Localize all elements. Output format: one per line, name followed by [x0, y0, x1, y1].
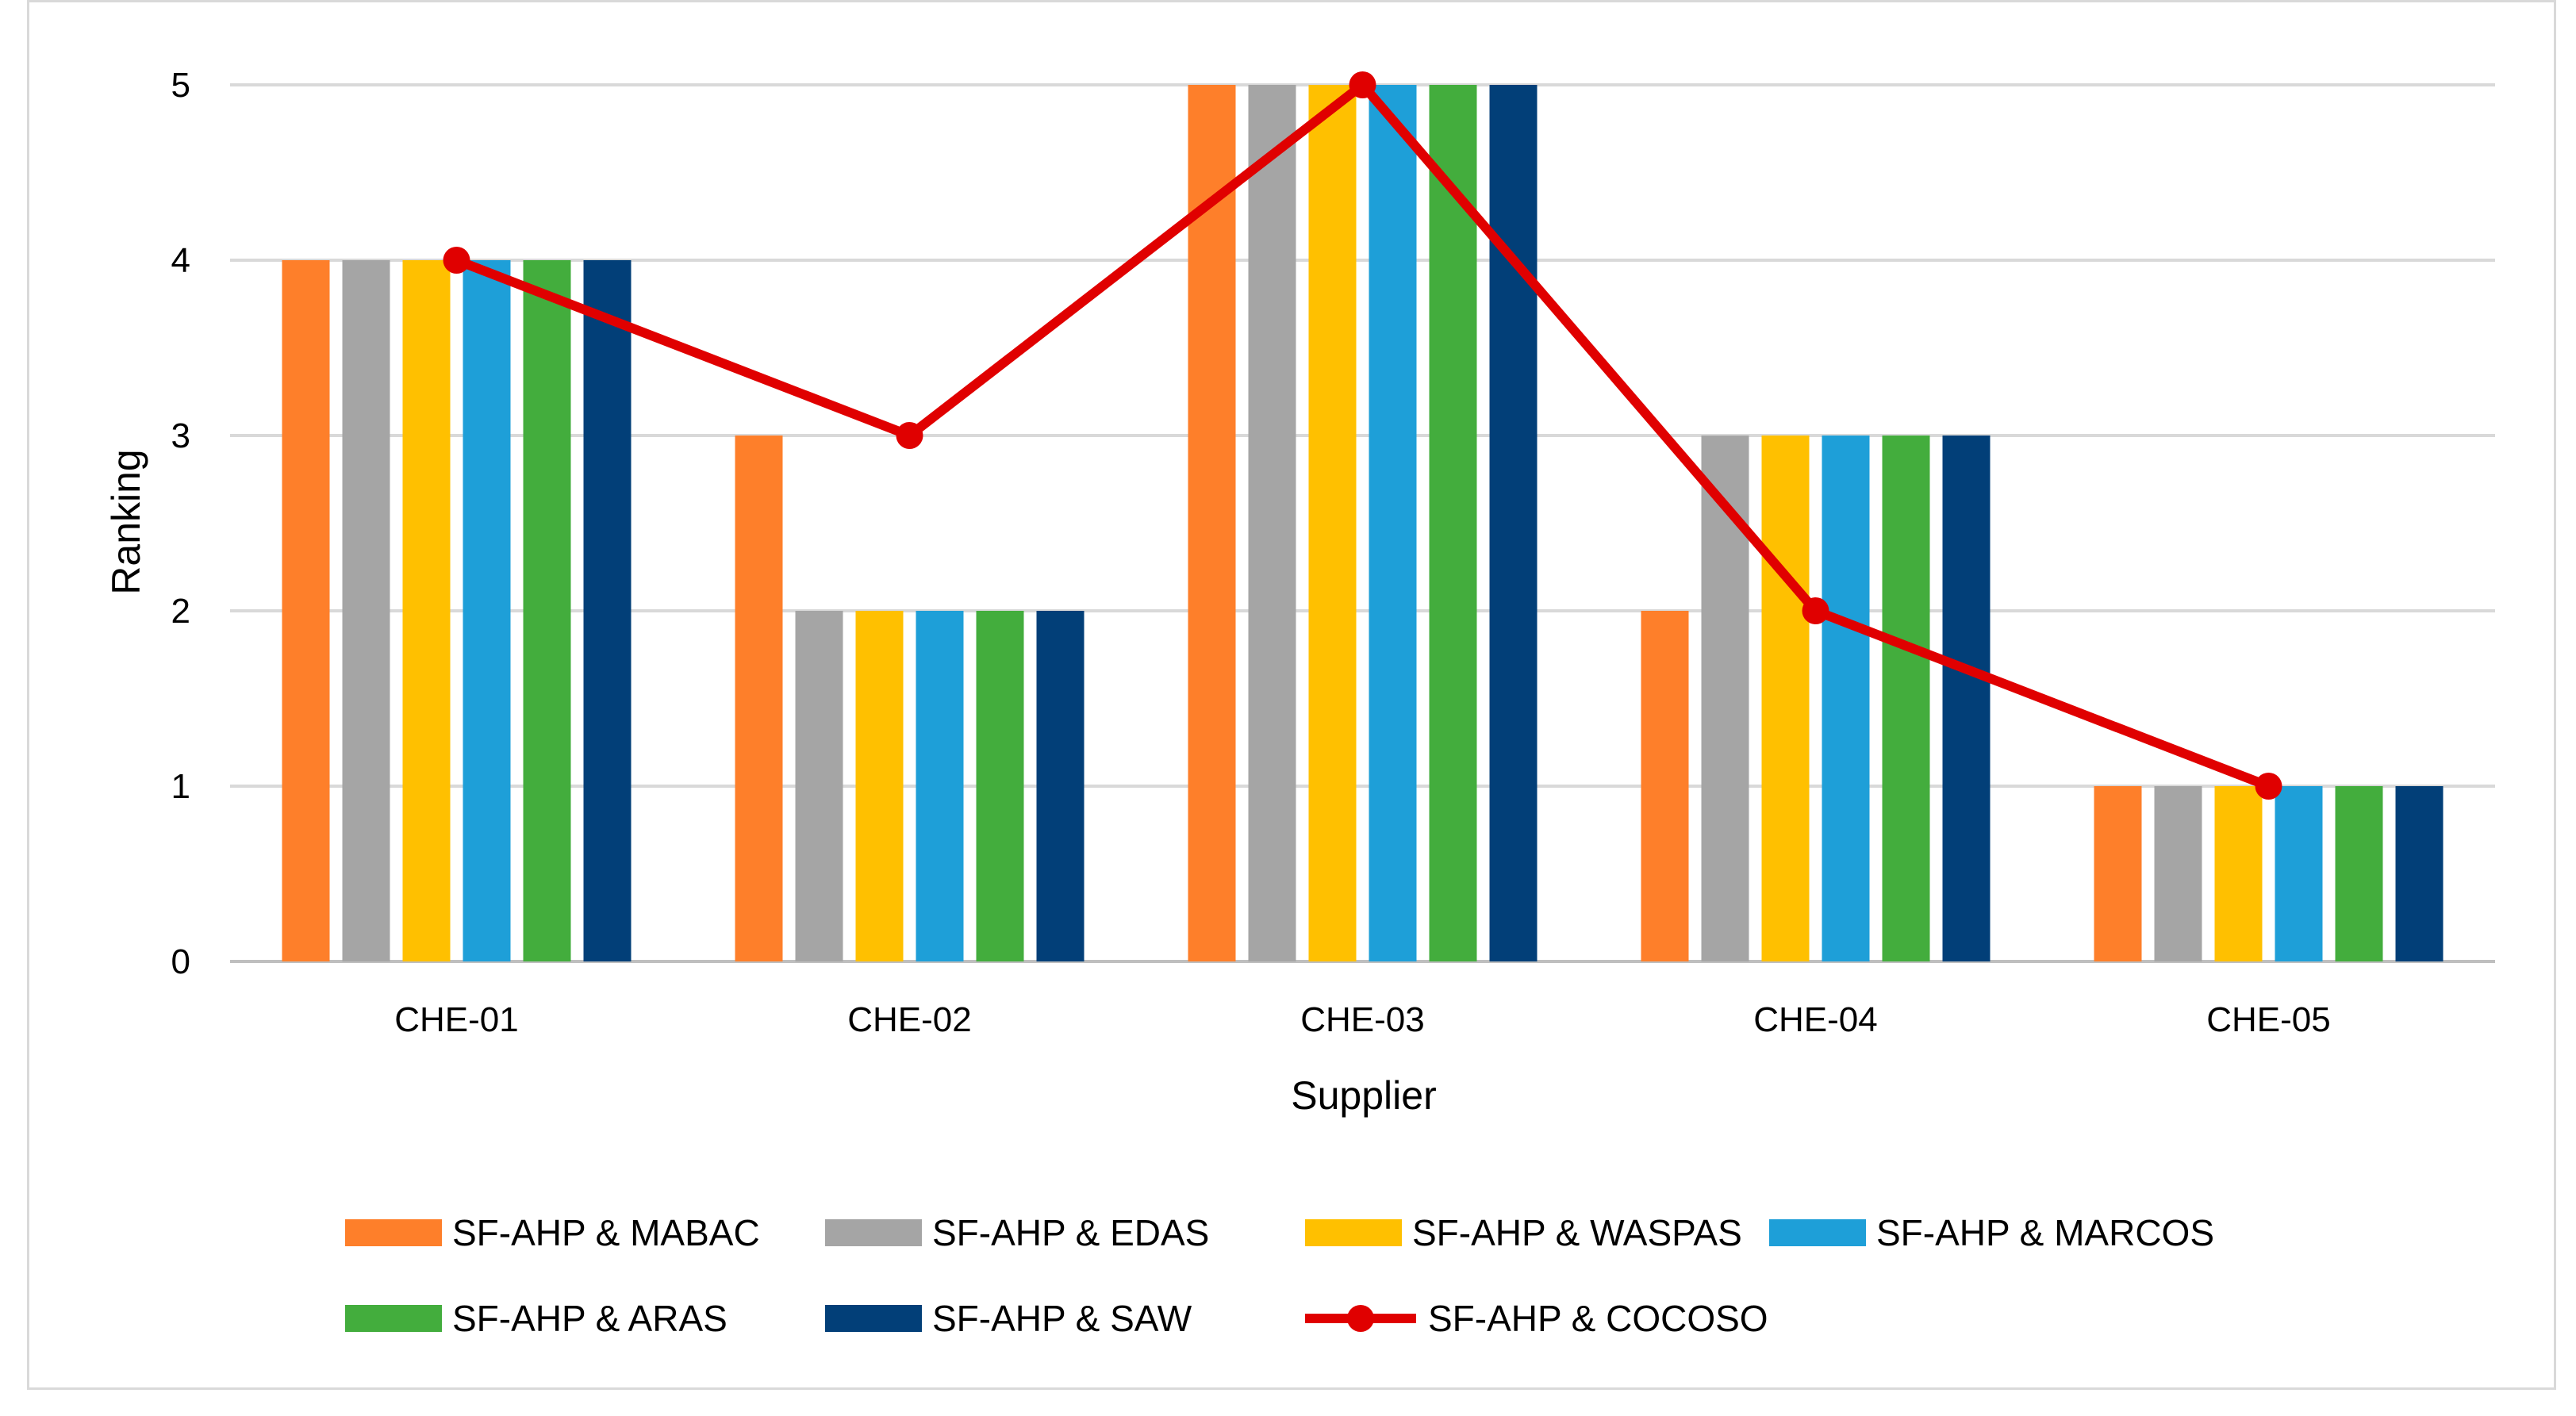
- x-tick-label: CHE-05: [2206, 1000, 2331, 1039]
- bar-sf-ahp-mabac-che-05: [2094, 786, 2142, 961]
- legend-item: SF-AHP & WASPAS: [1305, 1212, 1742, 1253]
- legend-label: SF-AHP & COCOSO: [1428, 1298, 1768, 1339]
- legend-marker: [1347, 1305, 1374, 1332]
- bar-sf-ahp-aras-che-04: [1882, 436, 1930, 961]
- y-tick-label: 3: [171, 416, 190, 455]
- line-point-che-02: [896, 422, 923, 449]
- y-tick-label: 0: [171, 942, 190, 981]
- bar-sf-ahp-mabac-che-01: [282, 260, 330, 961]
- bars: [282, 85, 2444, 961]
- y-axis-title: Ranking: [104, 449, 148, 594]
- bar-sf-ahp-marcos-che-05: [2275, 786, 2323, 961]
- bar-sf-ahp-edas-che-05: [2154, 786, 2202, 961]
- bar-sf-ahp-aras-che-05: [2335, 786, 2383, 961]
- bar-sf-ahp-waspas-che-01: [402, 260, 451, 961]
- legend: SF-AHP & MABAC SF-AHP & EDAS SF-AHP & WASP…: [345, 1212, 2214, 1339]
- bar-sf-ahp-marcos-che-01: [463, 260, 511, 961]
- bar-sf-ahp-saw-che-05: [2395, 786, 2444, 961]
- bar-sf-ahp-edas-che-04: [1701, 436, 1749, 961]
- legend-item: SF-AHP & COCOSO: [1305, 1298, 1768, 1339]
- bar-sf-ahp-marcos-che-03: [1369, 85, 1417, 961]
- bar-sf-ahp-aras-che-03: [1429, 85, 1477, 961]
- bar-sf-ahp-waspas-che-03: [1308, 85, 1357, 961]
- legend-label: SF-AHP & MABAC: [452, 1212, 760, 1253]
- legend-swatch: [345, 1219, 442, 1246]
- bar-sf-ahp-aras-che-02: [976, 611, 1024, 961]
- y-axis-ticks: 0 1 2 3 4 5: [171, 66, 190, 981]
- x-axis-title: Supplier: [1291, 1073, 1436, 1118]
- legend-swatch: [1769, 1219, 1866, 1246]
- bar-sf-ahp-saw-che-01: [583, 260, 632, 961]
- line-point-che-05: [2255, 773, 2282, 800]
- bar-sf-ahp-waspas-che-02: [855, 611, 904, 961]
- x-tick-label: CHE-04: [1753, 1000, 1878, 1039]
- y-tick-label: 2: [171, 592, 190, 631]
- bar-sf-ahp-saw-che-03: [1489, 85, 1538, 961]
- legend-item: SF-AHP & MARCOS: [1769, 1212, 2214, 1253]
- line-point-che-03: [1349, 71, 1376, 98]
- bar-sf-ahp-marcos-che-02: [916, 611, 964, 961]
- legend-label: SF-AHP & SAW: [932, 1298, 1192, 1339]
- bar-sf-ahp-edas-che-03: [1248, 85, 1296, 961]
- bar-sf-ahp-waspas-che-05: [2214, 786, 2263, 961]
- legend-swatch: [345, 1305, 442, 1332]
- legend-label: SF-AHP & MARCOS: [1876, 1212, 2214, 1253]
- legend-swatch: [1305, 1219, 1402, 1246]
- y-tick-label: 1: [171, 767, 190, 806]
- legend-label: SF-AHP & ARAS: [452, 1298, 727, 1339]
- legend-item: SF-AHP & EDAS: [825, 1212, 1209, 1253]
- line-point-che-04: [1802, 597, 1829, 624]
- bar-sf-ahp-saw-che-04: [1942, 436, 1991, 961]
- legend-item: SF-AHP & ARAS: [345, 1298, 727, 1339]
- bar-sf-ahp-edas-che-01: [342, 260, 390, 961]
- legend-swatch: [825, 1305, 922, 1332]
- y-tick-label: 5: [171, 66, 190, 105]
- bar-sf-ahp-waspas-che-04: [1761, 436, 1810, 961]
- line-point-che-01: [443, 247, 470, 274]
- x-tick-label: CHE-02: [847, 1000, 972, 1039]
- bar-sf-ahp-marcos-che-04: [1822, 436, 1870, 961]
- legend-item: SF-AHP & MABAC: [345, 1212, 760, 1253]
- cocoso-line: [443, 71, 2282, 800]
- x-axis-ticks: CHE-01 CHE-02 CHE-03 CHE-04 CHE-05: [394, 1000, 2331, 1039]
- bar-sf-ahp-saw-che-02: [1036, 611, 1085, 961]
- x-tick-label: CHE-01: [394, 1000, 519, 1039]
- bar-sf-ahp-mabac-che-03: [1188, 85, 1236, 961]
- legend-label: SF-AHP & WASPAS: [1412, 1212, 1742, 1253]
- x-tick-label: CHE-03: [1300, 1000, 1425, 1039]
- bar-sf-ahp-aras-che-01: [523, 260, 571, 961]
- legend-swatch: [825, 1219, 922, 1246]
- bar-sf-ahp-mabac-che-04: [1641, 611, 1689, 961]
- bar-sf-ahp-mabac-che-02: [735, 436, 783, 961]
- legend-item: SF-AHP & SAW: [825, 1298, 1192, 1339]
- bar-sf-ahp-edas-che-02: [795, 611, 843, 961]
- y-tick-label: 4: [171, 241, 190, 280]
- legend-label: SF-AHP & EDAS: [932, 1212, 1209, 1253]
